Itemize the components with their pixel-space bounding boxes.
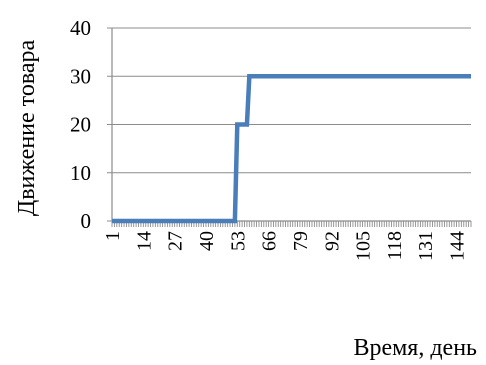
y-axis bbox=[107, 27, 113, 222]
x-tick-label-7: 92 bbox=[321, 231, 343, 251]
y-tick-label-1: 10 bbox=[70, 161, 91, 185]
x-axis-title: Время, день bbox=[353, 335, 477, 361]
x-tick-label-9: 118 bbox=[384, 231, 406, 260]
y-axis-title: Движение товара bbox=[14, 40, 40, 217]
x-tick-label-0: 1 bbox=[102, 231, 124, 241]
x-tick-labels: 1 14 27 40 53 66 79 92 105 118 131 144 bbox=[102, 231, 469, 261]
gridlines bbox=[112, 27, 471, 174]
x-tick-label-8: 105 bbox=[353, 231, 375, 261]
x-tick-label-4: 53 bbox=[227, 231, 249, 251]
y-tick-label-2: 20 bbox=[70, 113, 91, 137]
y-tick-label-3: 30 bbox=[70, 64, 91, 88]
x-tick-label-11: 144 bbox=[447, 231, 469, 261]
series-line-0 bbox=[112, 74, 471, 224]
x-tick-label-5: 66 bbox=[259, 231, 281, 251]
x-tick-label-10: 131 bbox=[415, 231, 437, 261]
x-tick-label-6: 79 bbox=[290, 231, 312, 251]
x-tick-label-3: 40 bbox=[196, 231, 218, 251]
y-tick-label-4: 40 bbox=[70, 16, 91, 40]
x-tick-label-1: 14 bbox=[133, 231, 155, 251]
x-tick-label-2: 27 bbox=[165, 231, 187, 251]
y-tick-labels: 0 10 20 30 40 bbox=[70, 16, 91, 233]
x-tick-marks bbox=[111, 221, 472, 227]
series bbox=[112, 74, 471, 224]
y-tick-label-0: 0 bbox=[81, 209, 92, 233]
